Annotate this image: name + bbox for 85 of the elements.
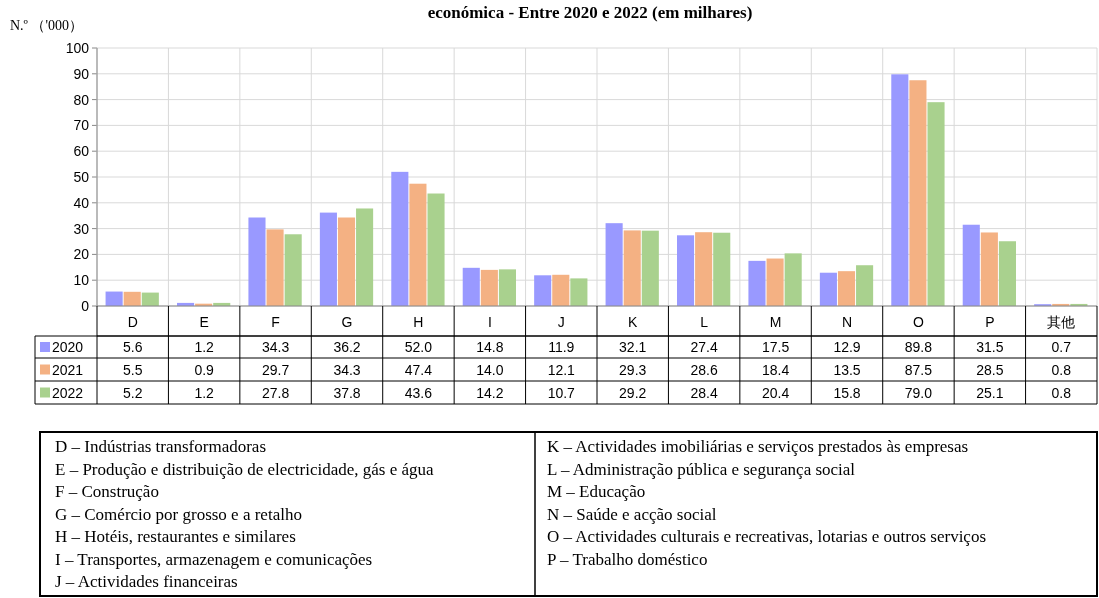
data-label: 14.2	[476, 384, 504, 401]
data-label: 11.9	[548, 339, 575, 355]
legend-label: 2020	[52, 339, 84, 355]
text: I – Transportes, armazenagem e comunicações	[55, 549, 373, 569]
y-tick-label: 60	[73, 143, 90, 160]
data-label: 0.8	[1051, 361, 1072, 378]
legend-label: 2022	[52, 384, 84, 401]
x-tick-label: D	[127, 314, 138, 330]
y-axis-title: N.º （'000）	[10, 18, 83, 33]
data-label: 0.9	[194, 361, 215, 378]
y-tick-label: 70	[73, 117, 90, 134]
data-label: 12.1	[547, 361, 576, 378]
text: M – Educação	[547, 482, 646, 501]
text: L – Administração pública e segurança social	[547, 459, 856, 479]
data-label: 79.0	[904, 384, 933, 401]
data-label: 27.8	[261, 384, 290, 401]
data-label: 89.8	[904, 339, 933, 355]
data-label: 15.8	[833, 384, 861, 401]
x-tick-label: F	[271, 314, 280, 330]
data-label: 25.1	[976, 384, 1004, 401]
x-tick-label: K	[628, 314, 639, 330]
text: J – Actividades financeiras	[55, 572, 238, 591]
data-label: 20.4	[761, 384, 790, 401]
data-label: 87.5	[904, 361, 933, 378]
y-tick-label: 30	[73, 220, 90, 237]
text: D – Indústrias transformadoras	[55, 437, 267, 456]
data-label: 28.6	[690, 361, 718, 378]
legend-label: 2021	[52, 361, 84, 378]
y-tick-label: 100	[65, 40, 90, 56]
data-label: 14.8	[476, 339, 504, 355]
data-label: 28.4	[690, 384, 718, 401]
text: O – Actividades culturais e recreativas, lotarias e outros serviços	[547, 527, 987, 546]
text: E – Produção e distribuição de electricidade, gás e água	[55, 459, 435, 479]
x-tick-label: H	[413, 314, 424, 330]
data-label: 29.3	[619, 361, 647, 378]
data-label: 37.8	[333, 384, 361, 401]
y-tick-label: 10	[73, 272, 90, 289]
data-label: 52.0	[404, 339, 433, 355]
data-label: 34.3	[261, 339, 290, 355]
data-label: 36.2	[333, 339, 361, 355]
y-tick-label: 80	[73, 91, 90, 108]
text: K – Actividades imobiliárias e serviços prestados às empresas	[547, 437, 969, 456]
data-label: 5.5	[122, 361, 143, 378]
y-tick-label: 50	[73, 169, 90, 185]
x-tick-label: O	[912, 314, 924, 330]
x-tick-label: J	[557, 314, 565, 330]
x-tick-label: 其他	[1047, 314, 1076, 330]
data-label: 29.2	[619, 384, 647, 401]
data-label: 43.6	[404, 384, 433, 401]
text: G – Comércio por grosso e a retalho	[55, 504, 302, 524]
x-tick-label: E	[199, 314, 209, 330]
y-tick-label: 0	[81, 298, 90, 314]
y-tick-label: 20	[73, 246, 90, 263]
data-label: 1.2	[194, 339, 215, 355]
data-label: 28.5	[976, 361, 1004, 378]
y-tick-label: 40	[73, 194, 90, 211]
data-label: 27.4	[690, 339, 718, 355]
data-label: 14.0	[476, 361, 504, 378]
data-label: 1.2	[194, 384, 215, 401]
data-label: 47.4	[404, 361, 433, 378]
x-tick-label: I	[487, 314, 492, 330]
data-label: 34.3	[333, 361, 361, 378]
data-label: 0.8	[1051, 384, 1072, 401]
x-tick-label: N	[841, 314, 853, 330]
text: N – Saúde e acção social	[547, 504, 717, 524]
text: H – Hotéis, restaurantes e similares	[55, 527, 296, 546]
data-label: 0.7	[1051, 339, 1072, 355]
x-tick-label: G	[341, 314, 353, 330]
data-label: 12.9	[833, 339, 861, 355]
data-label: 18.4	[761, 361, 790, 378]
data-label: 5.6	[122, 339, 143, 355]
x-tick-label: P	[985, 314, 995, 330]
data-label: 31.5	[976, 339, 1004, 355]
x-tick-label: M	[769, 314, 782, 330]
chart-title: económica - Entre 2020 e 2022 (em milhares)	[427, 3, 753, 22]
text: F – Construção	[55, 482, 159, 501]
x-tick-label: L	[700, 314, 709, 330]
data-label: 32.1	[619, 339, 647, 355]
data-label: 17.5	[761, 339, 790, 355]
data-label: 5.2	[122, 384, 143, 401]
y-tick-label: 90	[73, 65, 90, 82]
data-label: 10.7	[547, 384, 576, 401]
data-label: 13.5	[833, 361, 861, 378]
data-label: 29.7	[261, 361, 290, 378]
text: P – Trabalho doméstico	[547, 549, 708, 569]
